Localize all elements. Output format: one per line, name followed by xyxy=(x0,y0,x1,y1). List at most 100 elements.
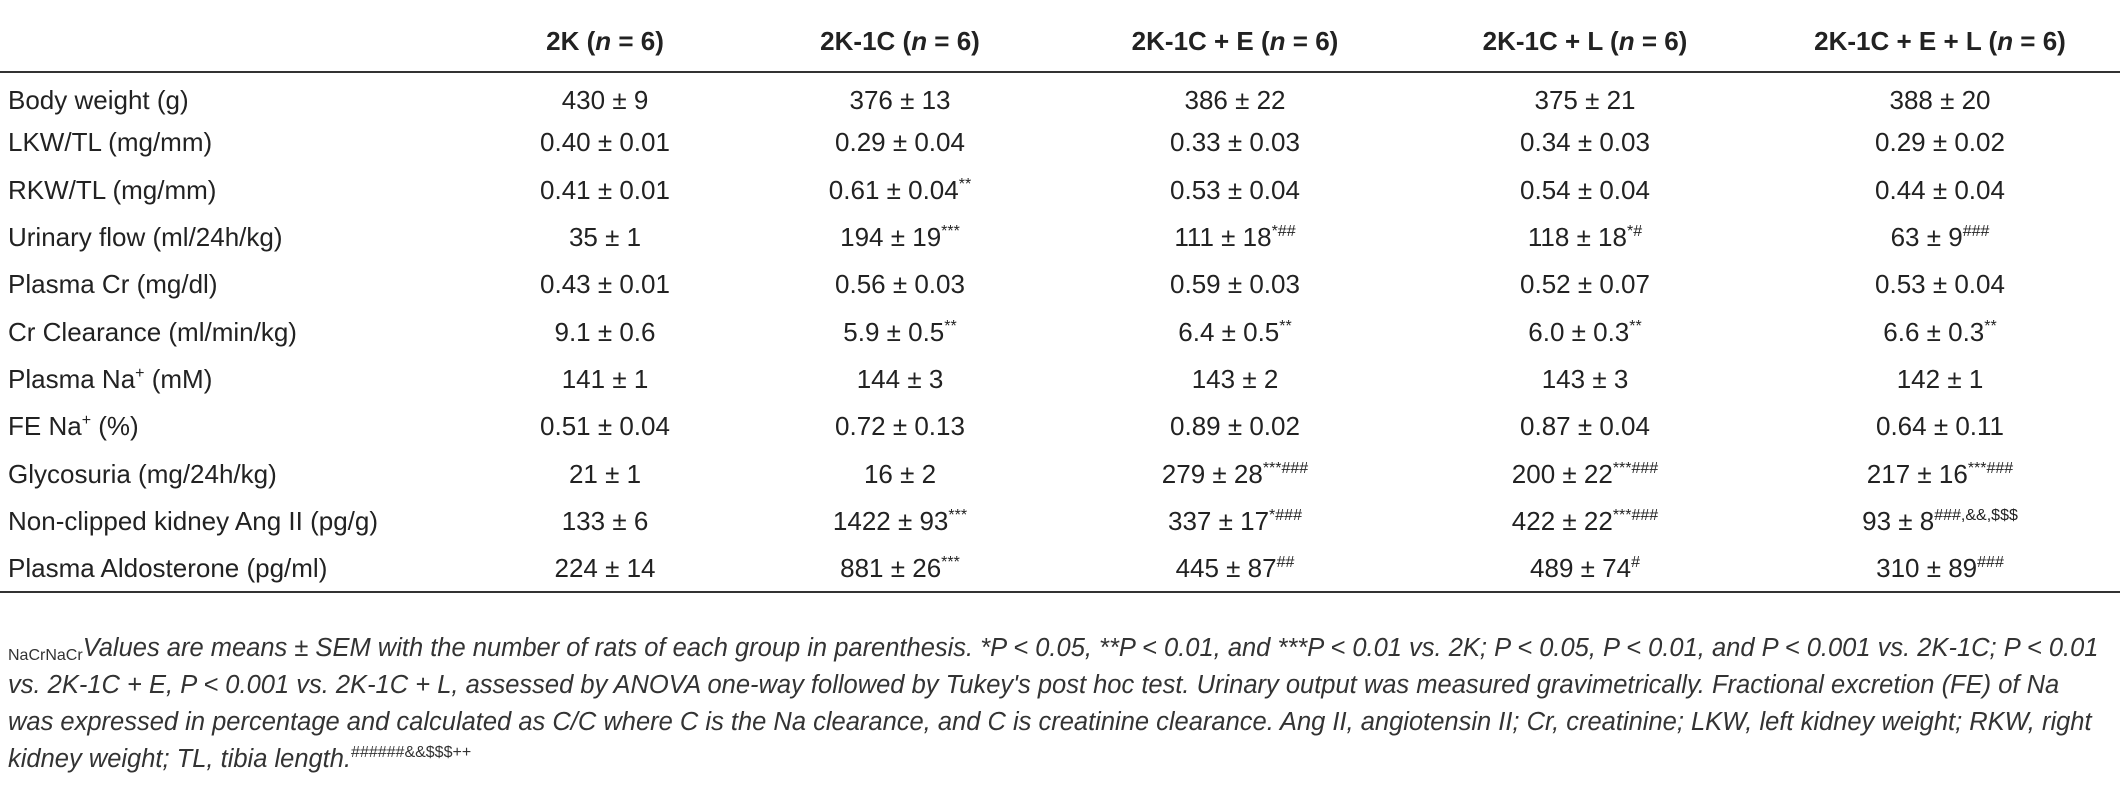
table-cell: 16 ± 2 xyxy=(740,450,1060,497)
cell-value: 217 ± 16 xyxy=(1866,458,1968,489)
row-label-text: FE Na xyxy=(8,411,82,442)
column-group-name: 2K ( xyxy=(546,26,596,56)
table-cell: 35 ± 1 xyxy=(470,214,740,261)
column-group-name: 2K-1C + E ( xyxy=(1131,26,1270,56)
significance-marker: ### xyxy=(1962,223,1990,241)
significance-marker: *** xyxy=(941,553,960,571)
header-empty-cell xyxy=(0,12,470,73)
significance-marker: *### xyxy=(1269,506,1302,524)
n-value: = 6) xyxy=(611,26,664,56)
cell-value: 35 ± 1 xyxy=(568,222,642,253)
cell-value: 0.43 ± 0.01 xyxy=(540,269,670,300)
cell-value: 0.53 ± 0.04 xyxy=(1170,174,1300,205)
footnote-sub: Cr xyxy=(28,647,46,664)
table-cell: 6.0 ± 0.3** xyxy=(1410,308,1760,355)
table-row: Urinary flow (ml/24h/kg) 35 ± 1 194 ± 19**… xyxy=(0,214,2120,261)
row-label-text: Non-clipped kidney Ang II (pg/g) xyxy=(8,505,378,536)
footnote-sup: ### xyxy=(377,744,405,761)
significance-marker: ## xyxy=(1276,553,1295,571)
cell-value: 9.1 ± 0.6 xyxy=(554,316,656,347)
cell-value: 337 ± 17 xyxy=(1168,505,1270,536)
cell-value: 0.53 ± 0.04 xyxy=(1875,269,2005,300)
table-cell: 0.41 ± 0.01 xyxy=(470,167,740,214)
table-cell: 141 ± 1 xyxy=(470,356,740,403)
n-symbol: n xyxy=(1618,26,1635,56)
table-cell: 111 ± 18*## xyxy=(1060,214,1410,261)
n-value: = 6) xyxy=(2013,26,2066,56)
cell-value: 0.87 ± 0.04 xyxy=(1520,411,1650,442)
row-label: RKW/TL (mg/mm) xyxy=(0,167,470,214)
cell-value: 422 ± 22 xyxy=(1511,505,1613,536)
footnote-text: Values are means ± SEM with the number o… xyxy=(82,634,1495,662)
table-cell: 0.61 ± 0.04** xyxy=(740,167,1060,214)
cell-value: 143 ± 2 xyxy=(1191,363,1279,394)
cell-value: 0.59 ± 0.03 xyxy=(1170,269,1300,300)
n-symbol: n xyxy=(1997,26,2014,56)
row-label-text: Plasma Aldosterone (pg/ml) xyxy=(8,552,328,583)
significance-marker: ***### xyxy=(1612,459,1659,477)
significance-marker: ***### xyxy=(1967,459,2014,477)
column-header-4: 2K-1C + L (n = 6) xyxy=(1410,12,1760,73)
table-cell: 224 ± 14 xyxy=(470,544,740,594)
row-label: Non-clipped kidney Ang II (pg/g) xyxy=(0,498,470,545)
footnote-text: P < 0.01 vs. 2K-1C + E, xyxy=(8,634,2099,699)
significance-marker: ** xyxy=(1279,317,1292,335)
table-cell: 0.89 ± 0.02 xyxy=(1060,403,1410,450)
footnote-text: P < 0.001 vs. 2K-1C + L, assessed by ANO… xyxy=(180,671,2060,699)
table-cell: 0.64 ± 0.11 xyxy=(1760,403,2120,450)
table-row: Plasma Aldosterone (pg/ml) 224 ± 14 881 ± … xyxy=(0,544,2120,594)
table-body: Body weight (g) 430 ± 9 376 ± 13 386 ± 22 37… xyxy=(0,72,2120,594)
table-cell: 0.34 ± 0.03 xyxy=(1410,119,1760,166)
table-cell: 0.87 ± 0.04 xyxy=(1410,403,1760,450)
results-table: 2K (n = 6) 2K-1C (n = 6) 2K-1C + E (n = 6)… xyxy=(0,12,2120,594)
cell-value: 144 ± 3 xyxy=(856,363,944,394)
table-row: LKW/TL (mg/mm) 0.40 ± 0.01 0.29 ± 0.04 0.33… xyxy=(0,119,2120,166)
table-row: RKW/TL (mg/mm) 0.41 ± 0.01 0.61 ± 0.04** 0.… xyxy=(0,167,2120,214)
table-cell: 6.4 ± 0.5** xyxy=(1060,308,1410,355)
significance-marker: ** xyxy=(958,175,972,193)
cell-value: 0.29 ± 0.02 xyxy=(1875,127,2005,158)
cell-value: 21 ± 1 xyxy=(568,458,642,489)
n-symbol: n xyxy=(595,26,612,56)
table-cell: 0.59 ± 0.03 xyxy=(1060,261,1410,308)
cell-value: 200 ± 22 xyxy=(1511,458,1613,489)
significance-marker: *## xyxy=(1271,223,1296,241)
table-footnote: NaCrNaCrValues are means ± SEM with the … xyxy=(8,630,2108,778)
cell-value: 0.29 ± 0.04 xyxy=(835,127,965,158)
cell-value: 0.61 ± 0.04 xyxy=(828,174,959,205)
row-label-unit: (mM) xyxy=(144,363,213,394)
cell-value: 0.44 ± 0.04 xyxy=(1875,174,2005,205)
row-label-unit: (%) xyxy=(91,411,139,442)
row-label: Glycosuria (mg/24h/kg) xyxy=(0,450,470,497)
table-cell: 0.44 ± 0.04 xyxy=(1760,167,2120,214)
significance-marker: ** xyxy=(1629,317,1642,335)
significance-marker: ** xyxy=(944,317,957,335)
cell-value: 489 ± 74 xyxy=(1530,552,1632,583)
significance-marker: ***### xyxy=(1262,459,1309,477)
cell-value: 5.9 ± 0.5 xyxy=(843,316,945,347)
cell-value: 0.41 ± 0.01 xyxy=(540,174,670,205)
table-cell: 310 ± 89### xyxy=(1760,544,2120,594)
cell-value: 142 ± 1 xyxy=(1896,363,1984,394)
row-label-text: LKW/TL (mg/mm) xyxy=(8,127,213,158)
table-cell: 0.29 ± 0.02 xyxy=(1760,119,2120,166)
cell-value: 375 ± 21 xyxy=(1534,84,1636,115)
cell-value: 0.89 ± 0.02 xyxy=(1170,411,1300,442)
table-cell: 386 ± 22 xyxy=(1060,72,1410,119)
table-header: 2K (n = 6) 2K-1C (n = 6) 2K-1C + E (n = 6)… xyxy=(0,12,2120,73)
cell-value: 194 ± 19 xyxy=(840,222,942,253)
footnote-sub: Cr xyxy=(65,647,83,664)
row-label-text: Plasma Cr (mg/dl) xyxy=(8,269,218,300)
table-cell: 6.6 ± 0.3** xyxy=(1760,308,2120,355)
cell-value: 63 ± 9 xyxy=(1890,222,1963,253)
footnote-text: P < 0.05, xyxy=(1494,634,1604,662)
cell-value: 6.0 ± 0.3 xyxy=(1528,316,1630,347)
table-row: Glycosuria (mg/24h/kg) 21 ± 1 16 ± 2 279 ± … xyxy=(0,450,2120,497)
cell-value: 0.52 ± 0.07 xyxy=(1520,269,1650,300)
cell-value: 0.34 ± 0.03 xyxy=(1520,127,1650,158)
cell-value: 141 ± 1 xyxy=(561,363,649,394)
row-label: Body weight (g) xyxy=(0,72,470,119)
table-cell: 279 ± 28***### xyxy=(1060,450,1410,497)
footnote-sub: Na xyxy=(8,647,29,664)
